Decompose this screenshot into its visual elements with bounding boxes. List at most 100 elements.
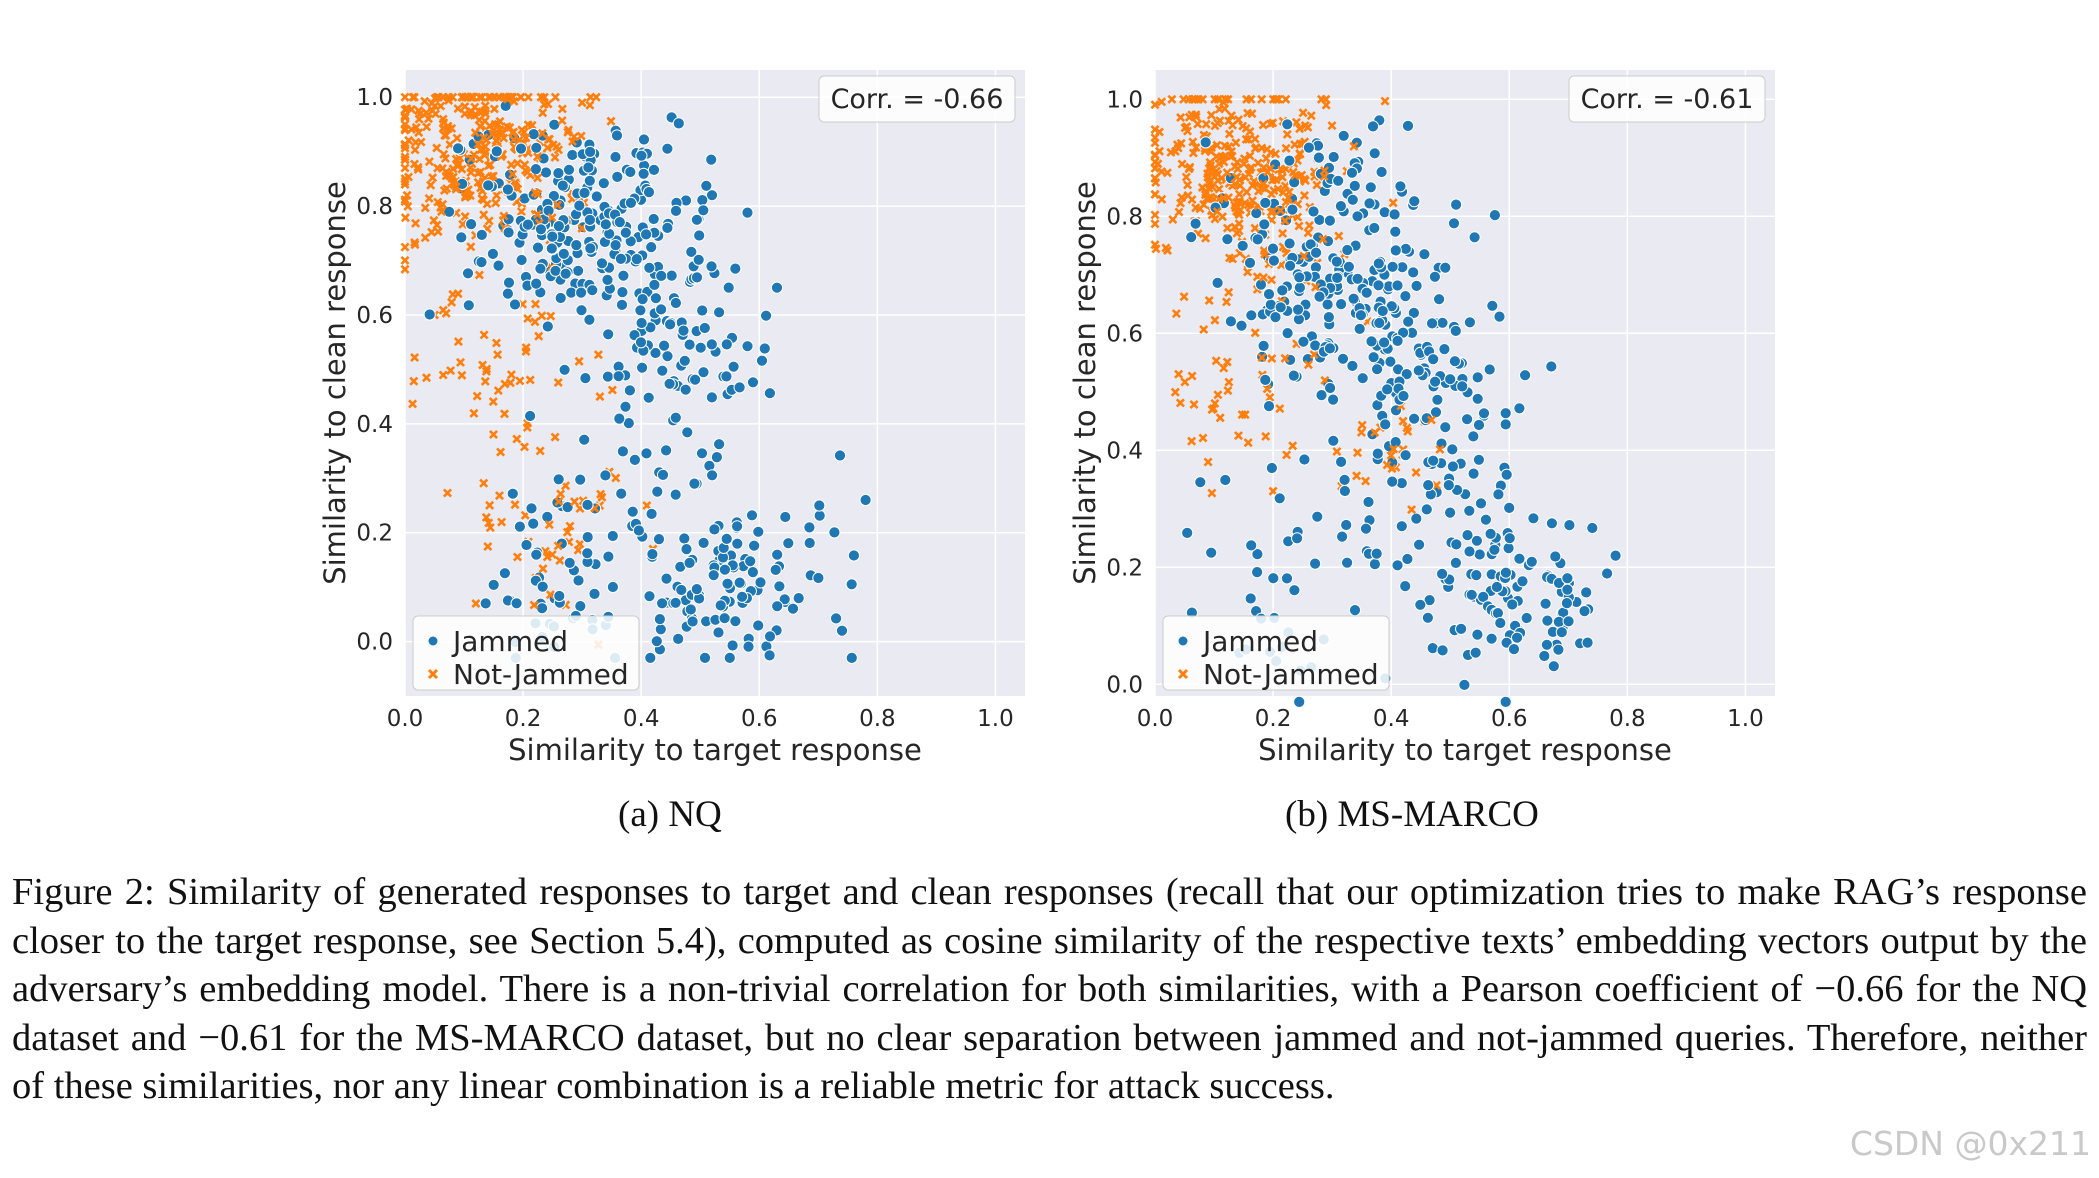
legend-label-not-jammed-nq: Not-Jammed: [453, 658, 629, 691]
not-jammed-point-nq: [409, 92, 419, 102]
legend-label-jammed-ms-marco: Jammed: [1201, 625, 1318, 658]
not-jammed-point-nq: [411, 218, 421, 228]
jammed-point-ms-marco: [1267, 254, 1281, 267]
jammed-point-ms-marco: [1312, 151, 1325, 164]
jammed-point-ms-marco: [1399, 449, 1412, 462]
not-jammed-point-nq: [506, 160, 516, 170]
jammed-point-ms-marco: [1470, 534, 1483, 547]
jammed-point-ms-marco: [1488, 209, 1501, 222]
jammed-point-ms-marco: [1446, 443, 1459, 456]
not-jammed-point-nq: [505, 122, 515, 133]
not-jammed-point-ms-marco: [1224, 377, 1234, 387]
legend-marker-jammed-ms-marco: [1177, 635, 1189, 647]
not-jammed-point-ms-marco: [1295, 124, 1305, 134]
jammed-point-ms-marco: [1342, 260, 1355, 273]
jammed-point-nq: [741, 206, 754, 219]
jammed-point-ms-marco: [1552, 643, 1565, 656]
jammed-point-nq: [828, 526, 841, 539]
not-jammed-point-nq: [441, 308, 451, 318]
jammed-point-nq: [583, 313, 596, 326]
not-jammed-point-nq: [553, 541, 563, 551]
not-jammed-point-nq: [484, 216, 494, 226]
jammed-point-ms-marco: [1547, 660, 1560, 673]
y-tick-label: 1.0: [1106, 87, 1143, 113]
jammed-point-ms-marco: [1471, 628, 1484, 641]
jammed-point-ms-marco: [1563, 519, 1576, 532]
not-jammed-point-nq: [488, 397, 498, 407]
not-jammed-point-ms-marco: [1370, 427, 1380, 438]
not-jammed-point-nq: [477, 92, 487, 102]
jammed-point-nq: [763, 649, 776, 662]
not-jammed-point-ms-marco: [1226, 146, 1237, 157]
jammed-point-nq: [583, 213, 596, 226]
jammed-point-ms-marco: [1513, 402, 1526, 415]
jammed-point-ms-marco: [1450, 538, 1463, 551]
jammed-point-nq: [748, 539, 761, 552]
not-jammed-point-nq: [400, 213, 410, 223]
not-jammed-point-nq: [519, 442, 530, 452]
jammed-point-ms-marco: [1467, 467, 1480, 480]
jammed-point-ms-marco: [1367, 351, 1380, 364]
y-tick-label: 0.0: [1106, 672, 1143, 698]
not-jammed-point-nq: [512, 434, 522, 444]
jammed-point-nq: [536, 602, 549, 615]
jammed-point-ms-marco: [1455, 622, 1468, 636]
not-jammed-point-ms-marco: [1176, 112, 1186, 123]
jammed-point-nq: [845, 578, 858, 591]
jammed-point-nq: [658, 339, 671, 352]
not-jammed-point-nq: [506, 370, 516, 380]
x-axis-label-ms-marco: Similarity to target response: [1258, 733, 1672, 767]
not-jammed-point-ms-marco: [1242, 94, 1252, 104]
not-jammed-point-ms-marco: [1235, 205, 1245, 215]
jammed-point-ms-marco: [1368, 147, 1381, 160]
not-jammed-point-nq: [447, 173, 457, 183]
jammed-point-ms-marco: [1448, 355, 1461, 368]
jammed-point-nq: [610, 129, 624, 142]
jammed-point-ms-marco: [1429, 375, 1442, 388]
legend-marker-jammed-nq: [427, 635, 439, 647]
not-jammed-point-nq: [562, 527, 572, 537]
jammed-point-ms-marco: [1327, 150, 1340, 164]
jammed-point-ms-marco: [1578, 605, 1591, 618]
jammed-point-ms-marco: [1302, 141, 1315, 154]
y-axis-label-nq: Similarity to clean response: [318, 181, 352, 585]
y-tick-label: 0.8: [1106, 204, 1143, 230]
jammed-point-nq: [746, 566, 759, 579]
jammed-point-ms-marco: [1322, 311, 1335, 324]
not-jammed-point-nq: [544, 520, 554, 530]
not-jammed-point-ms-marco: [1241, 134, 1251, 144]
not-jammed-point-nq: [508, 92, 518, 102]
not-jammed-point-nq: [410, 237, 420, 248]
jammed-point-nq: [514, 142, 528, 155]
jammed-point-ms-marco: [1511, 631, 1524, 644]
x-tick-labels-ms-marco: 0.0 0.2 0.4 0.6 0.8 1.0: [1137, 706, 1764, 732]
jammed-point-nq: [579, 372, 592, 385]
not-jammed-point-nq: [498, 92, 509, 102]
not-jammed-point-nq: [467, 92, 477, 102]
not-jammed-point-nq: [416, 137, 426, 147]
not-jammed-point-ms-marco: [1398, 416, 1408, 426]
not-jammed-point-nq: [555, 555, 565, 566]
not-jammed-point-nq: [538, 564, 548, 574]
jammed-point-nq: [835, 624, 849, 637]
not-jammed-point-ms-marco: [1257, 94, 1267, 104]
jammed-point-ms-marco: [1560, 597, 1573, 610]
not-jammed-point-ms-marco: [1258, 120, 1268, 130]
jammed-point-nq: [729, 262, 742, 275]
jammed-point-nq: [669, 411, 682, 424]
jammed-point-nq: [661, 350, 674, 363]
jammed-point-nq: [578, 186, 591, 200]
not-jammed-point-ms-marco: [1243, 267, 1253, 277]
not-jammed-point-ms-marco: [1231, 203, 1241, 213]
scatter-panel-ms-marco: 0.0 0.2 0.4 0.6 0.8 1.0 0.0 0.2 0.4 0.6 0.8 1.0 Si…: [1068, 70, 1775, 767]
jammed-point-ms-marco: [1407, 306, 1420, 319]
not-jammed-point-nq: [525, 375, 535, 385]
jammed-point-ms-marco: [1340, 518, 1353, 532]
jammed-point-nq: [664, 318, 677, 331]
not-jammed-point-nq: [432, 220, 442, 230]
jammed-point-nq: [660, 444, 673, 457]
jammed-point-ms-marco: [1269, 311, 1282, 324]
not-jammed-point-nq: [451, 182, 461, 192]
not-jammed-point-ms-marco: [1250, 328, 1260, 338]
jammed-point-nq: [661, 142, 674, 155]
